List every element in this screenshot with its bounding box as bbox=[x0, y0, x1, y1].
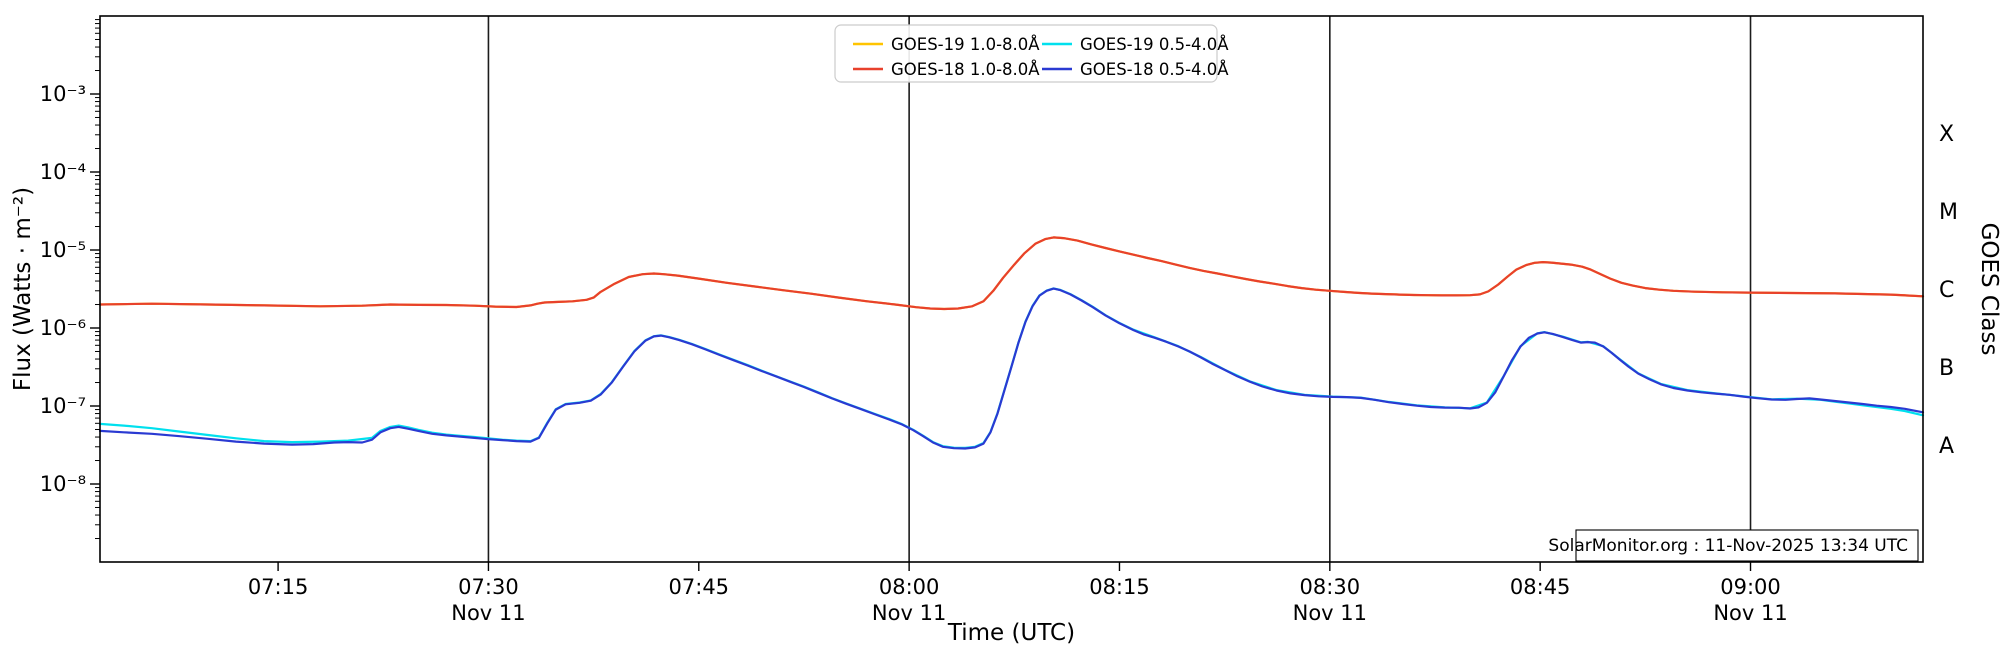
goes-class-label-a: A bbox=[1939, 434, 1954, 459]
goes-class-label-c: C bbox=[1939, 278, 1954, 303]
x-tick-label: 08:00 bbox=[879, 575, 940, 599]
legend-label: GOES-19 1.0-8.0Å bbox=[891, 35, 1040, 54]
series-line-goes-18-0-5-4-0- bbox=[98, 287, 1925, 450]
x-day-label: Nov 11 bbox=[1713, 601, 1787, 625]
right-axis-title: GOES Class bbox=[1976, 223, 2000, 356]
goes-class-label-b: B bbox=[1939, 356, 1954, 381]
x-tick-label: 07:45 bbox=[669, 575, 730, 599]
legend-label: GOES-19 0.5-4.0Å bbox=[1080, 35, 1229, 54]
y-tick-label: 10⁻⁶ bbox=[40, 316, 86, 340]
y-tick-label: 10⁻⁸ bbox=[40, 472, 86, 496]
x-axis-title: Time (UTC) bbox=[947, 620, 1075, 646]
y-tick-label: 10⁻⁷ bbox=[40, 394, 86, 418]
plot-frame bbox=[99, 15, 1924, 563]
legend-label: GOES-18 0.5-4.0Å bbox=[1080, 60, 1229, 79]
x-tick-label: 08:30 bbox=[1300, 575, 1361, 599]
goes-class-label-x: X bbox=[1939, 122, 1954, 147]
y-tick-label: 10⁻³ bbox=[40, 82, 86, 106]
series-line-goes-18-1-0-8-0- bbox=[98, 236, 1925, 311]
goes-class-label-m: M bbox=[1939, 200, 1958, 225]
legend-box bbox=[834, 24, 1218, 83]
x-tick-label: 08:45 bbox=[1510, 575, 1571, 599]
x-tick-label: 07:30 bbox=[458, 575, 519, 599]
x-day-label: Nov 11 bbox=[451, 601, 525, 625]
y-axis-title: Flux (Watts · m⁻²) bbox=[10, 187, 36, 391]
legend: GOES-19 1.0-8.0Å GOES-18 1.0-8.0Å GOES-19 … bbox=[834, 24, 1229, 83]
series-line-goes-19-1-0-8-0- bbox=[98, 236, 1925, 311]
legend-label: GOES-18 1.0-8.0Å bbox=[891, 60, 1040, 79]
day-boundary-lines bbox=[487, 16, 1752, 562]
y-tick-label: 10⁻⁵ bbox=[40, 238, 86, 262]
y-tick-label: 10⁻⁴ bbox=[40, 160, 86, 184]
x-tick-label: 07:15 bbox=[248, 575, 309, 599]
y-axis-right-goes-class: X M C B A GOES Class bbox=[1939, 122, 2000, 459]
y-axis-left: 10⁻³ 10⁻⁴ 10⁻⁵ 10⁻⁶ 10⁻⁷ 10⁻⁸ Flux (Watts · m⁻… bbox=[10, 19, 100, 540]
x-day-label: Nov 11 bbox=[1293, 601, 1367, 625]
timestamp-box bbox=[1575, 529, 1919, 562]
timestamp-text: SolarMonitor.org : 11-Nov-2025 13:34 UTC bbox=[1548, 536, 1908, 556]
flux-series-lines bbox=[98, 236, 1925, 450]
x-tick-label: 08:15 bbox=[1089, 575, 1150, 599]
x-day-label: Nov 11 bbox=[872, 601, 946, 625]
x-tick-label: 09:00 bbox=[1720, 575, 1781, 599]
timestamp-annotation: SolarMonitor.org : 11-Nov-2025 13:34 UTC bbox=[1548, 529, 1919, 562]
